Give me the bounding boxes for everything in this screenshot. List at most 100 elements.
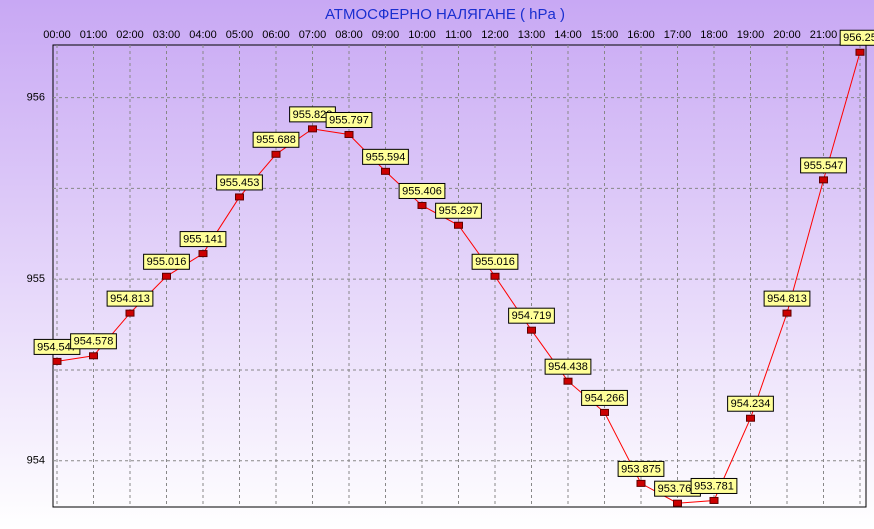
- x-tick-label: 16:00: [627, 29, 655, 41]
- data-label-group: 953.875: [617, 460, 665, 477]
- data-label-box: [508, 307, 555, 324]
- data-label-group: 954.266: [581, 389, 628, 406]
- data-point: [89, 352, 98, 360]
- x-tick-label: 15:00: [591, 29, 619, 41]
- data-label: 954.266: [585, 392, 625, 404]
- x-tick-label: 01:00: [80, 29, 108, 41]
- data-label-box: [435, 202, 482, 219]
- data-label: 954.813: [110, 293, 150, 305]
- data-label-box: [839, 29, 874, 46]
- x-tick-label: 06:00: [262, 29, 290, 41]
- data-point: [381, 167, 390, 175]
- data-label-box: [252, 131, 300, 148]
- x-tick-label: 20:00: [773, 29, 801, 41]
- data-label-box: [362, 148, 409, 165]
- data-label-group: 955.016: [471, 253, 519, 270]
- data-point: [819, 176, 828, 184]
- x-tick-label: 14:00: [554, 29, 582, 41]
- data-label-group: 954.578: [70, 333, 117, 350]
- data-label: 956.25: [843, 32, 874, 44]
- x-tick-label: 11:00: [445, 29, 472, 41]
- data-label: 955.828: [293, 109, 333, 121]
- data-label: 954.438: [548, 361, 588, 373]
- data-label: 954.813: [767, 293, 807, 305]
- data-point: [344, 130, 354, 138]
- data-label-group: 954.813: [763, 290, 811, 307]
- chart-title: АТМОСФЕРНО НАЛЯГАНЕ ( hPa ): [325, 6, 565, 23]
- y-tick-label: 956: [27, 92, 45, 104]
- data-label-box: [70, 333, 117, 350]
- data-label: 954.578: [74, 336, 114, 348]
- data-label: 955.016: [147, 256, 187, 268]
- data-point: [235, 193, 244, 201]
- x-tick-label: 05:00: [226, 29, 254, 41]
- data-label-box: [763, 290, 811, 307]
- data-label-box: [617, 460, 665, 477]
- data-label: 955.594: [366, 151, 406, 163]
- data-point: [271, 150, 281, 158]
- data-point: [673, 499, 682, 507]
- data-label-group: 955.797: [325, 111, 373, 128]
- data-point: [198, 250, 208, 258]
- data-label-box: [800, 157, 847, 174]
- data-label-box: [106, 290, 154, 307]
- data-label-group: 955.594: [362, 148, 409, 165]
- data-label-group: 955.297: [435, 202, 482, 219]
- data-label-box: [143, 253, 190, 270]
- data-label-box: [398, 182, 446, 199]
- x-tick-label: 10:00: [408, 29, 436, 41]
- data-point: [600, 408, 609, 416]
- data-label-group: 953.781: [690, 477, 738, 494]
- data-label: 955.016: [475, 256, 515, 268]
- data-point: [855, 48, 865, 56]
- data-label-group: 954.813: [106, 290, 154, 307]
- data-label-group: 954.234: [727, 395, 774, 412]
- x-tick-label: 08:00: [335, 29, 363, 41]
- data-point: [417, 201, 427, 209]
- data-label: 955.688: [256, 134, 296, 146]
- data-label: 955.547: [804, 160, 844, 172]
- data-label-group: 955.141: [179, 231, 227, 248]
- data-label-box: [216, 174, 263, 191]
- data-point: [527, 326, 536, 334]
- data-label: 954.234: [731, 398, 771, 410]
- x-tick-label: 07:00: [299, 29, 327, 41]
- data-label-box: [179, 231, 227, 248]
- data-label-box: [727, 395, 774, 412]
- data-label-box: [471, 253, 519, 270]
- data-point: [563, 377, 573, 385]
- x-tick-label: 02:00: [116, 29, 144, 41]
- data-label: 953.781: [694, 480, 734, 492]
- y-tick-label: 955: [27, 273, 45, 285]
- data-point: [709, 496, 719, 504]
- data-label: 955.453: [220, 177, 260, 189]
- data-label-group: 954.438: [544, 358, 592, 375]
- data-label-group: 954.547: [33, 338, 81, 355]
- data-label-group: 955.453: [216, 174, 263, 191]
- x-tick-label: 04:00: [189, 29, 217, 41]
- x-tick-label: 00:00: [43, 29, 71, 41]
- data-label-box: [581, 389, 628, 406]
- data-label: 955.141: [183, 233, 223, 245]
- data-label-group: 955.406: [398, 182, 446, 199]
- data-label: 955.797: [329, 114, 369, 126]
- data-label-group: 955.016: [143, 253, 190, 270]
- data-point: [746, 414, 755, 422]
- data-label: 955.297: [439, 205, 479, 217]
- data-point: [308, 125, 317, 133]
- x-tick-label: 09:00: [372, 29, 400, 41]
- x-tick-label: 03:00: [153, 29, 181, 41]
- data-label: 955.406: [402, 185, 442, 197]
- x-tick-label: 18:00: [700, 29, 728, 41]
- data-label-group: 953.766: [654, 480, 701, 497]
- data-label: 953.766: [658, 483, 698, 495]
- data-label-box: [690, 477, 738, 494]
- x-tick-label: 13:00: [518, 29, 546, 41]
- data-label-box: [325, 111, 373, 128]
- data-label-group: 955.547: [800, 157, 847, 174]
- plot-area: [52, 44, 867, 508]
- x-tick-label: 12:00: [481, 29, 509, 41]
- data-point: [454, 221, 463, 229]
